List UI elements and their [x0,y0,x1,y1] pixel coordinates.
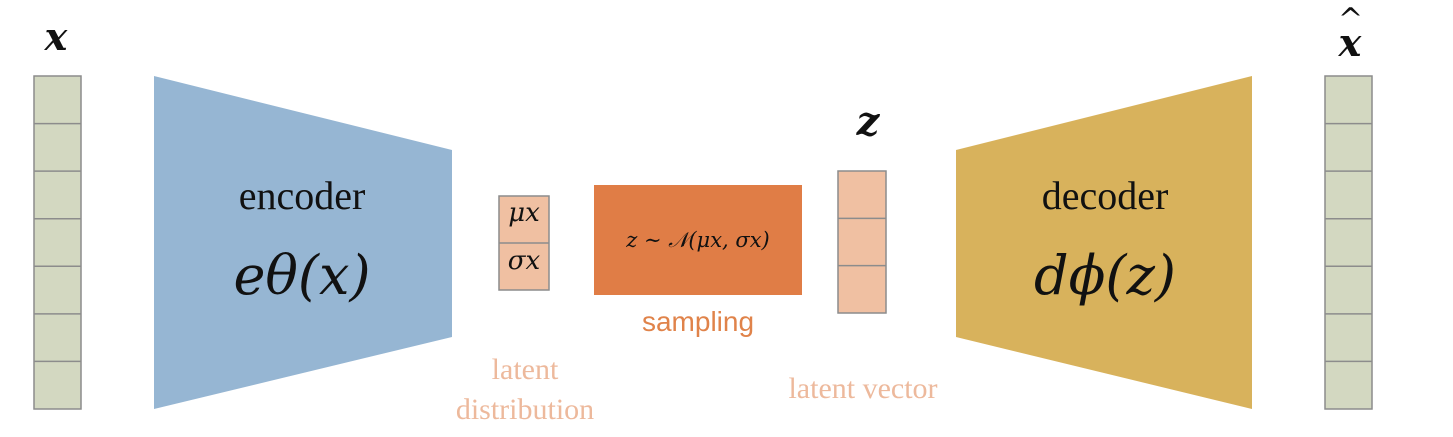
encoder-block [154,76,452,409]
sigma-label: σx [507,246,541,276]
encoder-title: encoder [238,173,366,218]
output-hat-mark: ^ [1338,2,1364,37]
latent-vector [837,170,887,314]
latent-distribution-caption: latent distribution [430,350,620,430]
decoder-function: dϕ(z) [1034,244,1176,307]
latent-distribution-caption-line2: distribution [455,393,595,426]
decoder-block [956,76,1252,409]
sampling-block [594,185,802,295]
mu-label: μx [508,198,540,228]
latent-distribution-caption-line1: latent [491,353,559,386]
latent-vector-caption: latent vector [788,372,938,405]
output-label: x [1338,20,1362,65]
input-label: x [44,14,68,59]
decoder-title: decoder [1041,173,1169,218]
sampling-formula: z ∼ 𝒩(μx, σx) [626,228,770,252]
latent-vector-label: z [856,98,880,145]
latent-distribution-box [498,195,550,291]
input-vector-frame [33,75,82,410]
input-vector [33,75,82,410]
encoder-function: eθ(x) [233,244,371,307]
sampling-caption: sampling [641,306,755,337]
output-vector [1324,75,1373,410]
